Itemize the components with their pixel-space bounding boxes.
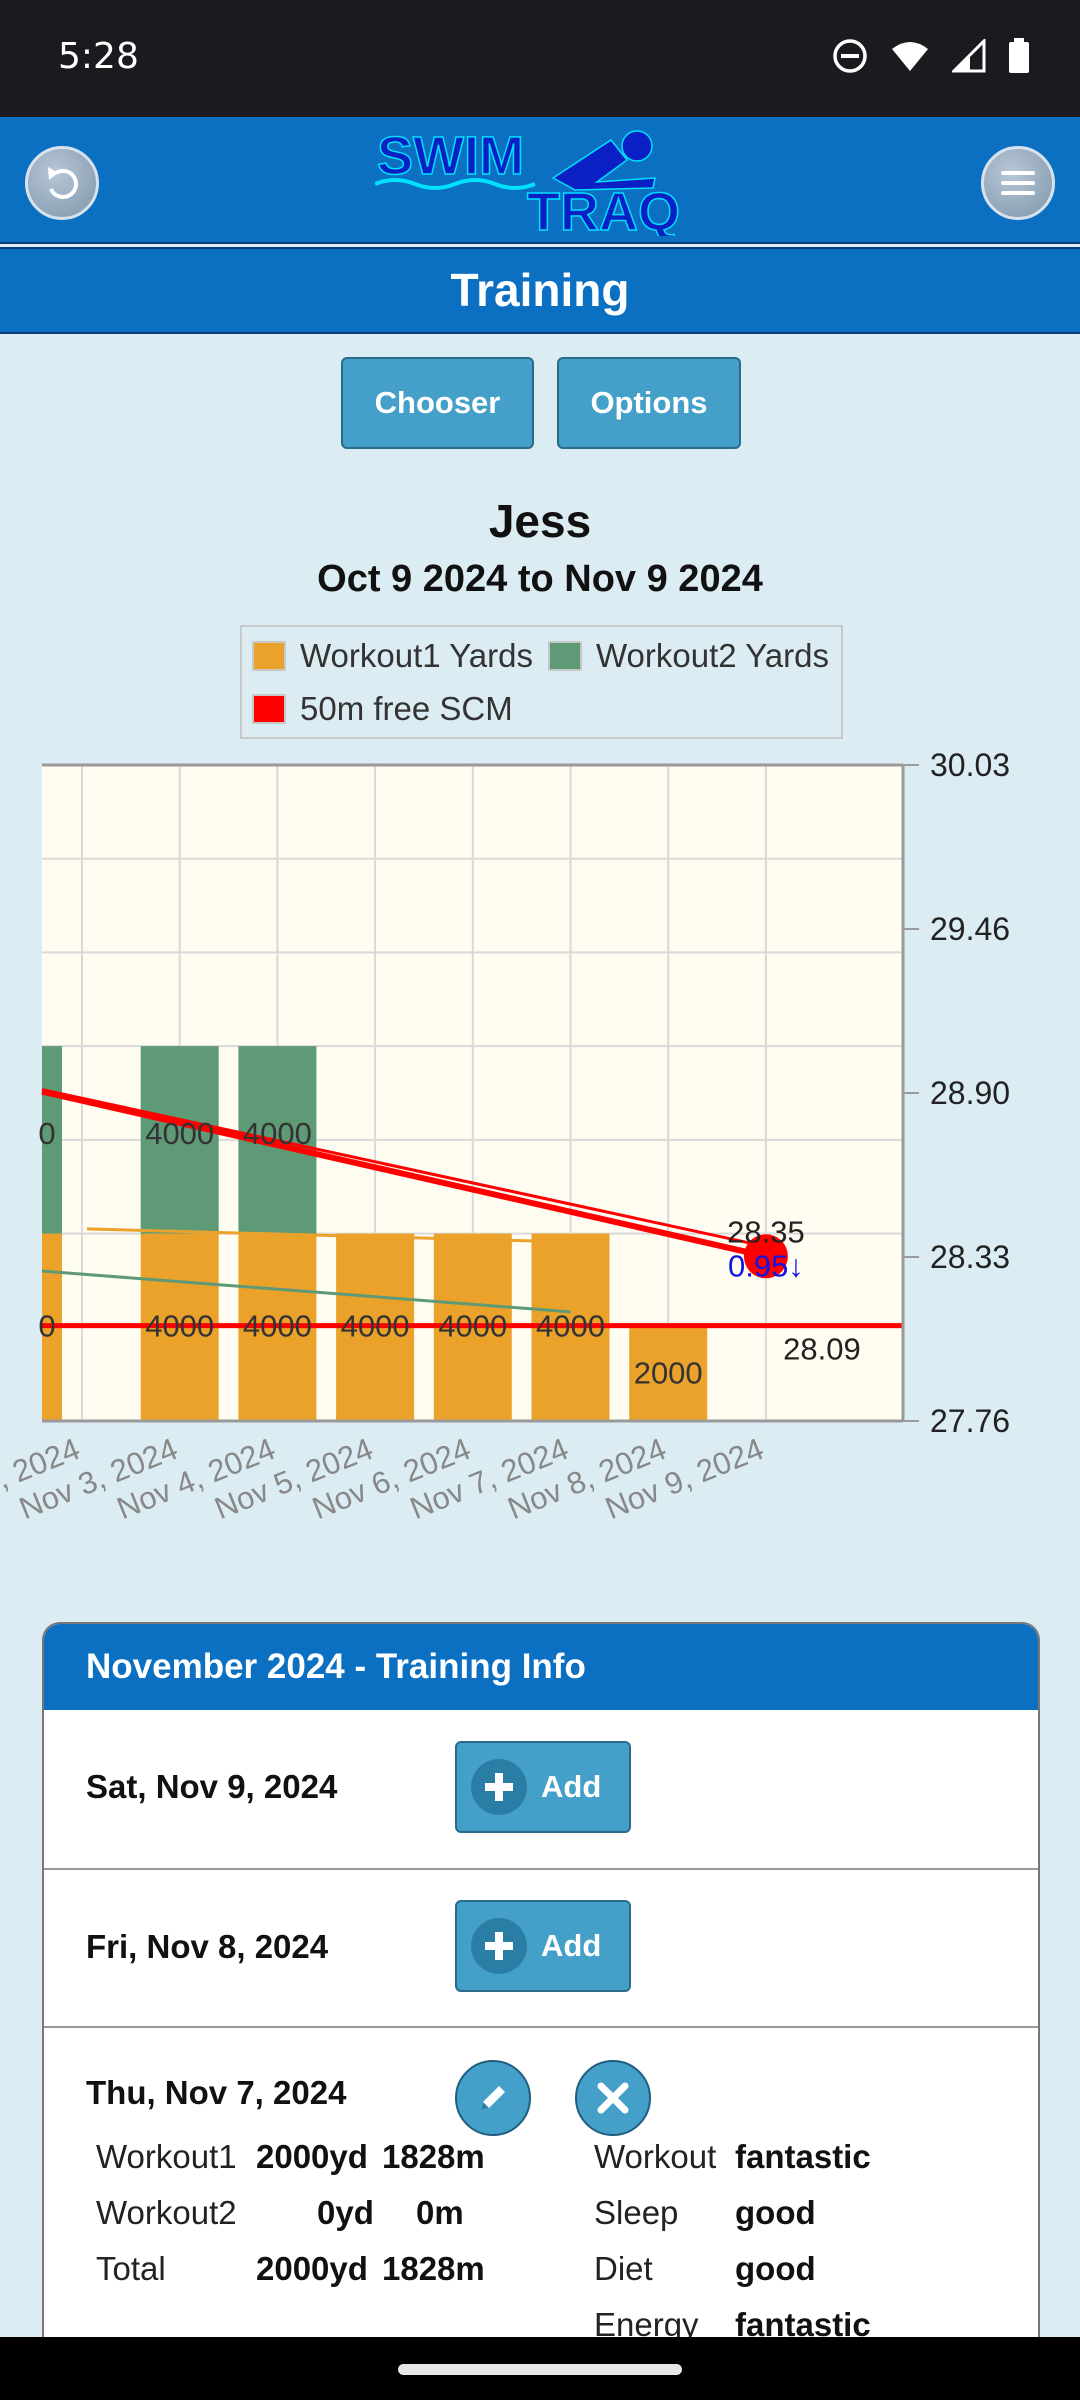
bar-data-label: 4000 xyxy=(438,1309,507,1344)
wifi-icon xyxy=(892,42,928,71)
edit-training-button[interactable] xyxy=(455,2060,531,2136)
stat-label: Workout xyxy=(594,2138,717,2175)
stat-value: fantastic xyxy=(735,2138,871,2175)
bar-workout1 xyxy=(629,1327,708,1421)
delete-training-button[interactable] xyxy=(575,2060,651,2136)
day-row: Sat, Nov 9, 2024 Add xyxy=(44,1710,1038,1870)
swimmer-head-icon xyxy=(621,130,653,162)
training-info-title: November 2024 - Training Info xyxy=(44,1624,1038,1710)
add-label: Add xyxy=(541,1928,602,1963)
stat-yards: 2000yd xyxy=(256,2138,368,2175)
hamburger-menu-icon xyxy=(1001,171,1035,195)
scm-progress-line xyxy=(41,1088,767,1260)
stat-meters: 1828m xyxy=(382,2250,485,2287)
legend-item-workout2[interactable]: Workout2 Yards xyxy=(548,637,829,675)
legend-label: Workout1 Yards xyxy=(300,637,533,674)
home-gesture-handle[interactable] xyxy=(398,2364,682,2375)
add-label: Add xyxy=(541,1769,602,1804)
logo-bottom-text: TRAQ xyxy=(527,182,680,236)
bar-data-label: 4000 xyxy=(145,1116,214,1151)
pencil-icon xyxy=(481,2086,505,2110)
day-row: Fri, Nov 8, 2024 Add xyxy=(44,1870,1038,2028)
workout1-trend-line xyxy=(86,1227,571,1244)
day-date: Thu, Nov 7, 2024 xyxy=(86,2074,347,2111)
page-title: Training xyxy=(0,247,1080,334)
scm-point-label: 28.35 xyxy=(727,1214,805,1249)
stat-yards: 0yd xyxy=(317,2194,374,2231)
bar-data-label: 0 xyxy=(38,1116,55,1151)
back-button[interactable] xyxy=(25,146,99,220)
bar-data-label: 2000 xyxy=(634,1355,703,1390)
bar-data-label: 4000 xyxy=(341,1309,410,1344)
app-header: SWIM TRAQ xyxy=(0,117,1080,244)
y-axis-tick-label: 28.90 xyxy=(930,1075,1010,1111)
add-training-button[interactable]: Add xyxy=(455,1741,631,1833)
stat-label: Total xyxy=(96,2250,166,2287)
y-axis-tick-label: 28.33 xyxy=(930,1239,1010,1275)
day-date: Fri, Nov 8, 2024 xyxy=(86,1928,329,1965)
y-axis-tick-label: 29.46 xyxy=(930,911,1010,947)
bar-workout2 xyxy=(140,1046,219,1234)
bar-data-label: 4000 xyxy=(145,1309,214,1344)
legend-swatch xyxy=(252,694,286,724)
stat-label: Sleep xyxy=(594,2194,679,2231)
status-time: 5:28 xyxy=(58,36,139,77)
stat-label: Energy xyxy=(594,2306,699,2343)
swimmer-body-icon xyxy=(551,138,656,191)
training-info-panel: November 2024 - Training Info Sat, Nov 9… xyxy=(42,1622,1040,2400)
legend-label: 50m free SCM xyxy=(300,690,513,727)
legend-swatch xyxy=(252,641,286,671)
y-axis-tick-label: 30.03 xyxy=(930,747,1010,783)
training-stats: Workout1 2000yd 1828m Workout2 0yd 0m To… xyxy=(96,2138,1016,2343)
legend-label: Workout2 Yards xyxy=(596,637,829,674)
stat-value: fantastic xyxy=(735,2306,871,2343)
plus-icon xyxy=(471,1759,527,1815)
stat-yards: 2000yd xyxy=(256,2250,368,2287)
status-icons xyxy=(832,38,1030,74)
legend-swatch xyxy=(548,641,582,671)
close-icon xyxy=(597,2082,629,2114)
training-chart: 28.350.95↓ 28.09 0 0 4000 4000 4000 4000 4000 400… xyxy=(0,747,1010,1526)
cellular-signal-icon xyxy=(952,39,986,73)
scm-reference-label: 28.09 xyxy=(783,1332,861,1367)
day-row: Thu, Nov 7, 2024 Workout1 2000yd 1828m W… xyxy=(44,2028,1038,2400)
scm-change-label: 0.95↓ xyxy=(728,1248,804,1283)
day-date: Sat, Nov 9, 2024 xyxy=(86,1768,338,1805)
chooser-button[interactable]: Chooser xyxy=(341,357,534,449)
add-training-button[interactable]: Add xyxy=(455,1900,631,1992)
chart-legend: Workout1 Yards Workout2 Yards 50m free S… xyxy=(240,625,843,739)
date-range: Oct 9 2024 to Nov 9 2024 xyxy=(317,558,763,600)
plus-icon xyxy=(471,1918,527,1974)
stat-meters: 0m xyxy=(416,2194,464,2231)
scm-data-point xyxy=(743,1234,788,1279)
battery-icon xyxy=(1009,38,1029,73)
status-bar: 5:28 xyxy=(0,0,1080,117)
options-button[interactable]: Options xyxy=(557,357,741,449)
stat-label: Diet xyxy=(594,2250,653,2287)
stat-value: good xyxy=(735,2194,816,2231)
legend-item-workout1[interactable]: Workout1 Yards xyxy=(252,637,533,675)
do-not-disturb-icon xyxy=(833,39,867,73)
stat-value: good xyxy=(735,2250,816,2287)
athlete-name: Jess xyxy=(488,495,592,547)
undo-arrow-icon xyxy=(48,167,78,199)
stat-label: Workout1 xyxy=(96,2138,237,2175)
menu-button[interactable] xyxy=(981,146,1055,220)
y-axis-tick-label: 27.76 xyxy=(930,1403,1010,1439)
bar-data-label: 4000 xyxy=(243,1309,312,1344)
legend-item-scm[interactable]: 50m free SCM xyxy=(252,690,513,728)
workout2-trend-line xyxy=(41,1269,571,1314)
logo-top-text: SWIM xyxy=(377,126,524,186)
bar-data-label: 4000 xyxy=(243,1116,312,1151)
swimtraq-logo: SWIM TRAQ xyxy=(375,126,681,236)
stat-meters: 1828m xyxy=(382,2138,485,2175)
stat-label: Workout2 xyxy=(96,2194,237,2231)
bar-data-label: 4000 xyxy=(536,1309,605,1344)
scm-trend-line xyxy=(41,1088,767,1248)
navigation-bar xyxy=(0,2337,1080,2400)
bar-data-label: 0 xyxy=(38,1309,55,1344)
